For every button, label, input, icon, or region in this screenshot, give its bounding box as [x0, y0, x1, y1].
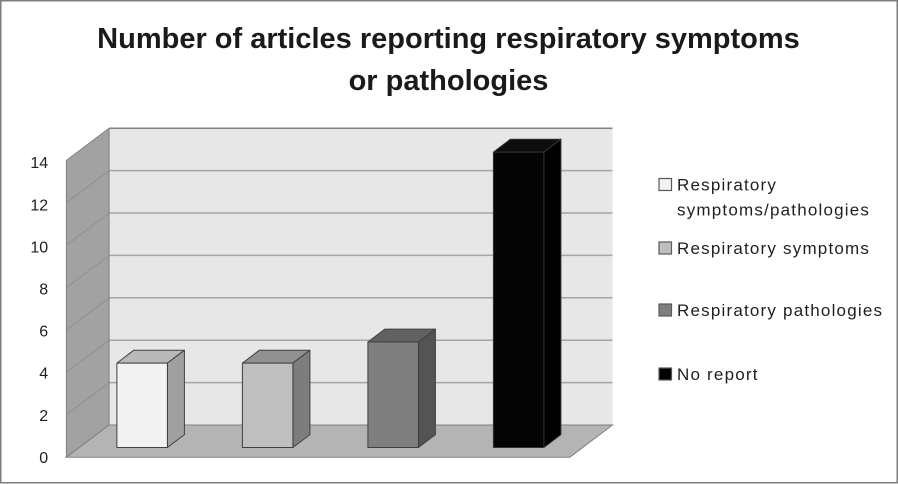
svg-text:14: 14 [30, 155, 48, 172]
svg-text:4: 4 [39, 366, 48, 383]
svg-text:2: 2 [39, 408, 48, 425]
svg-text:10: 10 [30, 239, 48, 256]
svg-text:Respiratory pathologies: Respiratory pathologies [677, 301, 883, 320]
svg-text:Number of articles reporting r: Number of articles reporting respiratory… [97, 23, 800, 55]
svg-text:Respiratory: Respiratory [677, 176, 777, 195]
svg-text:6: 6 [39, 324, 48, 341]
svg-text:12: 12 [30, 197, 48, 214]
svg-text:No report: No report [677, 365, 759, 384]
svg-text:or pathologies: or pathologies [349, 65, 549, 97]
svg-text:0: 0 [39, 450, 48, 467]
svg-text:symptoms/pathologies: symptoms/pathologies [677, 201, 870, 220]
svg-text:8: 8 [39, 282, 48, 299]
svg-text:Respiratory symptoms: Respiratory symptoms [677, 239, 870, 258]
